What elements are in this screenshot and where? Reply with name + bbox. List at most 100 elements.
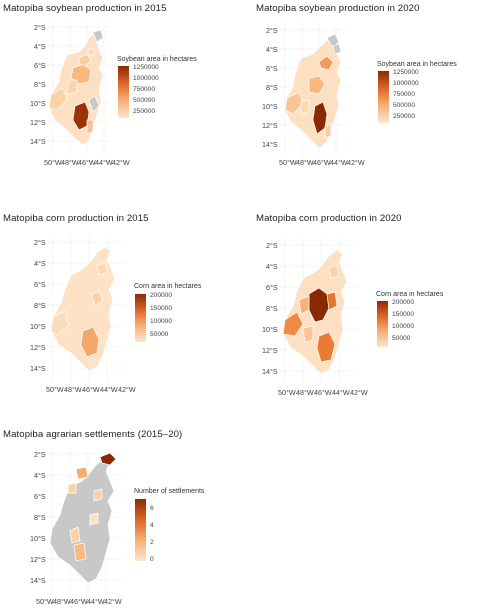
region — [308, 287, 330, 323]
legend-colorbar — [378, 71, 389, 123]
region — [326, 33, 340, 49]
y-tick: 8°S — [266, 83, 278, 92]
x-tick: 44°W — [87, 597, 105, 606]
region — [326, 291, 338, 311]
legend-title: Soybean area in hectares — [377, 61, 457, 68]
region — [308, 75, 326, 95]
region — [302, 325, 314, 343]
legend-label: 50000 — [150, 331, 169, 338]
y-tick: 8°S — [34, 301, 46, 310]
legend-label: 6 — [150, 505, 154, 512]
region — [75, 466, 89, 480]
y-tick: 14°S — [262, 140, 278, 149]
y-tick: 6°S — [34, 492, 46, 501]
legend-title: Number of settlements — [134, 488, 205, 495]
region — [93, 488, 103, 502]
region — [99, 452, 117, 466]
region — [96, 262, 108, 276]
x-tick: 48°W — [296, 388, 314, 397]
y-tick: 4°S — [34, 42, 46, 51]
x-tick: 50°W — [46, 385, 64, 394]
x-tick: 42°W — [112, 158, 130, 167]
legend-label: 2 — [150, 539, 154, 546]
region — [332, 43, 342, 55]
y-tick: 10°S — [262, 102, 278, 111]
y-tick: 4°S — [34, 259, 46, 268]
panel-title: Matopiba corn production in 2020 — [256, 213, 402, 224]
panel-title: Matopiba agrarian settlements (2015–20) — [3, 429, 183, 440]
y-tick: 6°S — [34, 280, 46, 289]
y-tick: 2°S — [266, 241, 278, 250]
legend-label: 4 — [150, 522, 154, 529]
map-soybean-2015 — [45, 20, 110, 155]
region — [298, 295, 310, 315]
y-tick: 14°S — [262, 367, 278, 376]
y-tick: 12°S — [30, 118, 46, 127]
x-tick: 42°W — [118, 385, 136, 394]
y-tick: 14°S — [30, 137, 46, 146]
y-tick: 2°S — [266, 26, 278, 35]
legend-colorbar — [135, 294, 146, 342]
panel-title: Matopiba corn production in 2015 — [3, 213, 149, 224]
legend-label: 1250000 — [393, 69, 419, 76]
legend-label: 1250000 — [133, 64, 159, 71]
x-tick: 50°W — [279, 158, 297, 167]
region — [67, 482, 77, 494]
region — [86, 47, 96, 57]
y-tick: 8°S — [266, 304, 278, 313]
legend-title: Corn area in hectares — [134, 283, 202, 290]
x-tick: 44°W — [100, 385, 118, 394]
region — [328, 265, 340, 279]
x-tick: 48°W — [296, 158, 314, 167]
y-tick: 10°S — [30, 534, 46, 543]
legend-label: 150000 — [150, 305, 173, 312]
region — [89, 512, 99, 526]
x-tick: 42°W — [350, 388, 368, 397]
y-tick: 14°S — [30, 364, 46, 373]
legend-label: 250000 — [133, 108, 156, 115]
x-tick: 44°W — [330, 158, 348, 167]
x-tick: 42°W — [104, 597, 122, 606]
map-corn-2015 — [47, 235, 125, 383]
y-tick: 4°S — [266, 45, 278, 54]
y-tick: 12°S — [262, 121, 278, 130]
region — [73, 542, 87, 562]
x-tick: 50°W — [36, 597, 54, 606]
y-tick: 12°S — [30, 555, 46, 564]
y-tick: 2°S — [34, 450, 46, 459]
region — [78, 53, 92, 67]
y-tick: 10°S — [262, 325, 278, 334]
x-tick: 48°W — [61, 158, 79, 167]
y-tick: 4°S — [34, 471, 46, 480]
legend-label: 1000000 — [133, 75, 159, 82]
y-tick: 10°S — [30, 99, 46, 108]
y-tick: 8°S — [34, 513, 46, 522]
x-tick: 48°W — [53, 597, 71, 606]
y-tick: 6°S — [34, 61, 46, 70]
region — [86, 119, 94, 135]
panel-title: Matopiba soybean production in 2020 — [256, 3, 420, 14]
legend-label: 0 — [150, 556, 154, 563]
x-tick: 46°W — [70, 597, 88, 606]
region — [316, 331, 336, 363]
region — [90, 290, 104, 306]
x-tick: 46°W — [314, 388, 332, 397]
x-tick: 44°W — [95, 158, 113, 167]
x-tick: 42°W — [347, 158, 365, 167]
region — [282, 311, 304, 337]
x-tick: 48°W — [64, 385, 82, 394]
x-tick: 44°W — [332, 388, 350, 397]
map-settlements — [46, 447, 124, 595]
legend-label: 200000 — [392, 299, 415, 306]
legend-title: Soybean area in hectares — [117, 56, 197, 63]
y-tick: 6°S — [266, 283, 278, 292]
legend-label: 100000 — [150, 318, 173, 325]
x-tick: 50°W — [44, 158, 62, 167]
region — [284, 91, 304, 115]
region — [318, 55, 334, 71]
region — [48, 87, 68, 111]
y-tick: 12°S — [262, 346, 278, 355]
legend-label: 250000 — [393, 113, 416, 120]
region — [69, 526, 81, 544]
legend-label: 200000 — [150, 292, 173, 299]
